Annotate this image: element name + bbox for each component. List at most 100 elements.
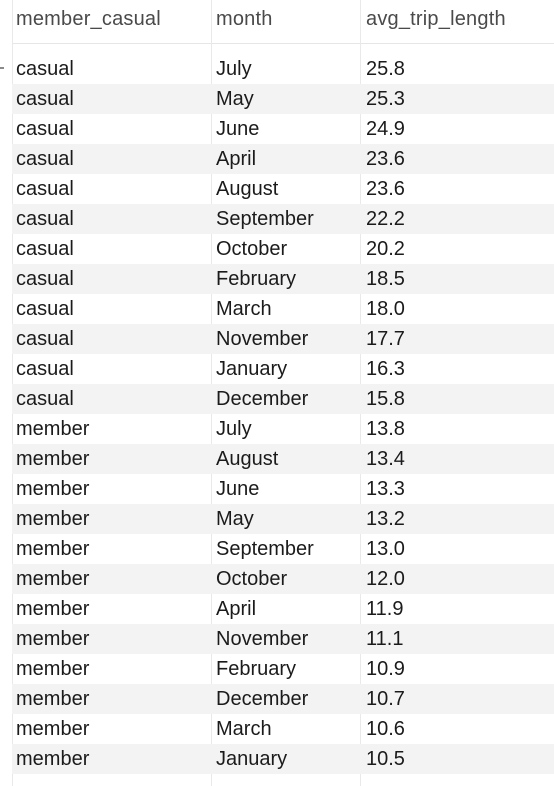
cell-member-casual[interactable]: casual (16, 298, 74, 320)
cell-avg-trip-length[interactable]: 10.9 (366, 658, 405, 680)
cell-month[interactable]: April (216, 598, 257, 620)
table-row[interactable]: casual November 17.7 (12, 324, 554, 354)
cell-month[interactable]: May (216, 88, 254, 110)
cell-month[interactable]: September (216, 538, 314, 560)
cell-month[interactable]: February (216, 658, 297, 680)
cell-member-casual[interactable]: casual (16, 328, 74, 350)
table-row[interactable]: member April 11.9 (12, 594, 554, 624)
table-row[interactable]: member November 11.1 (12, 624, 554, 654)
table-row[interactable]: member August 13.4 (12, 444, 554, 474)
cell-member-casual[interactable]: member (16, 568, 90, 590)
cell-month[interactable]: May (216, 508, 254, 530)
cell-avg-trip-length[interactable]: 13.4 (366, 448, 405, 470)
table-row[interactable]: member October 12.0 (12, 564, 554, 594)
table-row[interactable]: member January 10.5 (12, 744, 554, 774)
cell-member-casual[interactable]: member (16, 538, 90, 560)
cell-month[interactable]: January (216, 358, 288, 380)
cell-member-casual[interactable]: casual (16, 358, 74, 380)
cell-member-casual[interactable]: casual (16, 148, 74, 170)
cell-member-casual[interactable]: casual (16, 58, 74, 80)
cell-member-casual[interactable]: member (16, 478, 90, 500)
table-row[interactable]: casual January 16.3 (12, 354, 554, 384)
cell-month[interactable]: September (216, 208, 314, 230)
cell-avg-trip-length[interactable]: 17.7 (366, 328, 405, 350)
table-row[interactable]: casual July 25.8 (12, 54, 554, 84)
cell-member-casual[interactable]: member (16, 688, 90, 710)
cell-month[interactable]: November (216, 328, 309, 350)
cell-member-casual[interactable]: casual (16, 388, 74, 410)
table-row[interactable]: casual August 23.6 (12, 174, 554, 204)
cell-avg-trip-length[interactable]: 13.3 (366, 478, 405, 500)
cell-member-casual[interactable]: casual (16, 268, 74, 290)
cell-avg-trip-length[interactable]: 15.8 (366, 388, 405, 410)
cell-avg-trip-length[interactable]: 24.9 (366, 118, 405, 140)
cell-month[interactable]: October (216, 568, 288, 590)
cell-avg-trip-length[interactable]: 10.6 (366, 718, 405, 740)
cell-avg-trip-length[interactable]: 12.0 (366, 568, 405, 590)
table-row[interactable]: member July 13.8 (12, 414, 554, 444)
cell-avg-trip-length[interactable]: 20.2 (366, 238, 405, 260)
table-row[interactable]: casual October 20.2 (12, 234, 554, 264)
cell-member-casual[interactable]: member (16, 448, 90, 470)
cell-month[interactable]: July (216, 58, 252, 80)
cell-avg-trip-length[interactable]: 25.3 (366, 88, 405, 110)
table-row[interactable]: casual December 15.8 (12, 384, 554, 414)
cell-avg-trip-length[interactable]: 25.8 (366, 58, 405, 80)
cell-member-casual[interactable]: casual (16, 178, 74, 200)
table-row[interactable]: casual April 23.6 (12, 144, 554, 174)
cell-member-casual[interactable]: casual (16, 238, 74, 260)
table-row[interactable]: member February 10.9 (12, 654, 554, 684)
cell-month[interactable]: July (216, 418, 252, 440)
cell-avg-trip-length[interactable]: 11.1 (366, 628, 404, 650)
cell-month[interactable]: April (216, 148, 257, 170)
table-row[interactable]: casual September 22.2 (12, 204, 554, 234)
cell-month[interactable]: March (216, 298, 272, 320)
table-row[interactable]: casual March 18.0 (12, 294, 554, 324)
cell-month[interactable]: December (216, 388, 309, 410)
cell-avg-trip-length[interactable]: 13.0 (366, 538, 405, 560)
cell-member-casual[interactable]: member (16, 718, 90, 740)
cell-member-casual[interactable]: member (16, 508, 90, 530)
cell-avg-trip-length[interactable]: 22.2 (366, 208, 405, 230)
cell-avg-trip-length[interactable]: 16.3 (366, 358, 405, 380)
cell-member-casual[interactable]: casual (16, 208, 74, 230)
cell-avg-trip-length[interactable]: 18.0 (366, 298, 405, 320)
cell-member-casual[interactable]: member (16, 598, 90, 620)
cell-member-casual[interactable]: casual (16, 88, 74, 110)
cell-month[interactable]: February (216, 268, 297, 290)
cell-avg-trip-length[interactable]: 23.6 (366, 178, 405, 200)
cell-avg-trip-length[interactable]: 10.7 (366, 688, 405, 710)
cell-month[interactable]: March (216, 718, 272, 740)
table-row[interactable]: member June 13.3 (12, 474, 554, 504)
cell-member-casual[interactable]: member (16, 658, 90, 680)
cell-month[interactable]: November (216, 628, 309, 650)
cell-avg-trip-length[interactable]: 10.5 (366, 748, 405, 770)
cell-avg-trip-length[interactable]: 18.5 (366, 268, 405, 290)
cell-member-casual[interactable]: member (16, 418, 90, 440)
cell-avg-trip-length[interactable]: 23.6 (366, 148, 405, 170)
table-row[interactable]: member March 10.6 (12, 714, 554, 744)
cell-month[interactable]: August (216, 178, 279, 200)
column-header-month[interactable]: month (216, 8, 273, 30)
cell-month[interactable]: June (216, 478, 260, 500)
cell-member-casual[interactable]: member (16, 748, 90, 770)
table-header: member_casual month avg_trip_length (0, 0, 554, 38)
table-row[interactable]: member September 13.0 (12, 534, 554, 564)
cell-avg-trip-length[interactable]: 13.8 (366, 418, 405, 440)
table-row[interactable]: member December 10.7 (12, 684, 554, 714)
cell-month[interactable]: June (216, 118, 260, 140)
table-row[interactable]: casual June 24.9 (12, 114, 554, 144)
column-header-member-casual[interactable]: member_casual (16, 8, 161, 30)
cell-avg-trip-length[interactable]: 13.2 (366, 508, 405, 530)
cell-month[interactable]: October (216, 238, 288, 260)
cell-month[interactable]: August (216, 448, 279, 470)
table-row[interactable]: member May 13.2 (12, 504, 554, 534)
column-header-avg-trip-length[interactable]: avg_trip_length (366, 8, 506, 30)
cell-member-casual[interactable]: casual (16, 118, 74, 140)
cell-month[interactable]: January (216, 748, 288, 770)
table-row[interactable]: casual May 25.3 (12, 84, 554, 114)
cell-avg-trip-length[interactable]: 11.9 (366, 598, 404, 620)
cell-member-casual[interactable]: member (16, 628, 90, 650)
cell-month[interactable]: December (216, 688, 309, 710)
table-row[interactable]: casual February 18.5 (12, 264, 554, 294)
